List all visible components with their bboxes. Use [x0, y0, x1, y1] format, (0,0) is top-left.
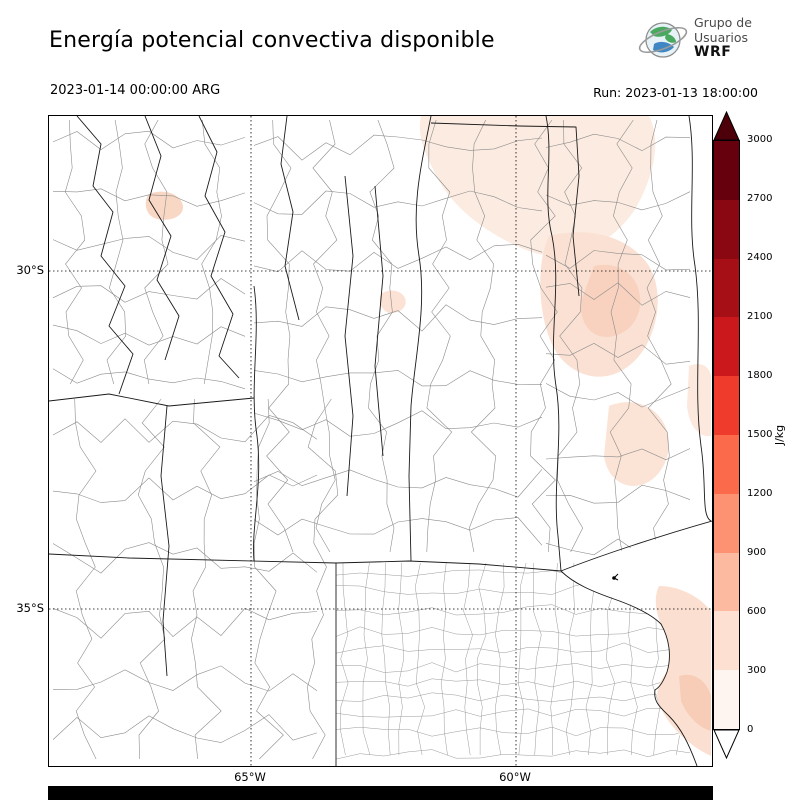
colorbar-tick-label: 1800 — [747, 370, 773, 381]
colorbar-over-arrow — [713, 111, 740, 140]
colorbar-tick-label: 1200 — [747, 488, 773, 499]
logo-line-2: Usuarios — [694, 30, 749, 45]
colorbar-tick-label: 600 — [747, 606, 767, 617]
colorbar-segment — [714, 493, 739, 553]
logo-line-3: WRF — [694, 44, 732, 60]
logo-line-1: Grupo de — [694, 15, 752, 30]
lon-label-65w: 65°W — [234, 770, 266, 784]
page-title: Energía potencial convectiva disponible — [49, 28, 495, 53]
cape-shading-sea — [655, 586, 711, 756]
buenos-aires-marker — [612, 573, 619, 581]
colorbar-unit-label: J/kg — [773, 424, 786, 446]
footer-bar — [48, 786, 713, 800]
colorbar-segment — [714, 670, 739, 729]
colorbar-tick-label: 0 — [747, 724, 754, 735]
colorbar-tick-label: 2700 — [747, 193, 773, 204]
colorbar-segment — [714, 141, 739, 200]
graticule — [49, 116, 712, 766]
cape-shading — [145, 116, 711, 486]
colorbar-under-arrow — [713, 730, 740, 759]
valid-time-label: 2023-01-14 00:00:00 ARG — [50, 83, 221, 98]
colorbar-tick-label: 300 — [747, 665, 767, 676]
colorbar-tick-label: 900 — [747, 547, 767, 558]
colorbar-segment — [714, 258, 739, 318]
run-time-label: Run: 2023-01-13 18:00:00 — [593, 85, 758, 100]
colorbar-segment — [714, 611, 739, 671]
colorbar-tick-label: 2100 — [747, 311, 773, 322]
colorbar-segment — [714, 317, 739, 377]
wrf-logo — [636, 12, 796, 70]
coastline — [560, 570, 698, 766]
province-boundaries — [49, 116, 712, 766]
lat-label-35s: 35°S — [16, 601, 44, 615]
map-frame — [48, 115, 713, 767]
colorbar-segment — [714, 552, 739, 612]
colorbar-tick-label: 3000 — [747, 134, 773, 145]
globe-icon — [638, 22, 688, 58]
map-svg — [49, 116, 712, 766]
colorbar-segment — [714, 199, 739, 259]
logo-text: Grupo de Usuarios WRF — [694, 15, 752, 60]
lat-label-30s: 30°S — [16, 263, 44, 277]
lon-label-60w: 60°W — [499, 770, 531, 784]
colorbar-tick-label: 2400 — [747, 252, 773, 263]
colorbar-segment — [714, 434, 739, 494]
colorbar-segment — [714, 376, 739, 435]
colorbar-tick-label: 1500 — [747, 429, 773, 440]
colorbar — [713, 140, 740, 730]
